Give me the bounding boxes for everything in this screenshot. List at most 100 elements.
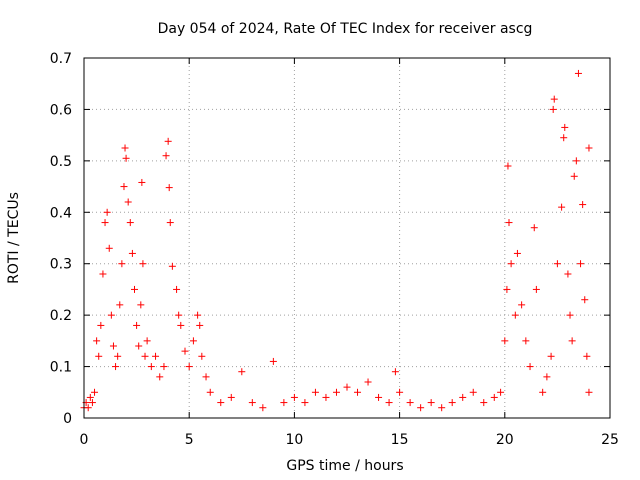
data-point (579, 201, 587, 209)
data-point (259, 404, 267, 412)
x-tick-label: 15 (391, 432, 409, 448)
data-point (103, 208, 111, 216)
data-point (194, 311, 202, 319)
data-point (114, 352, 122, 360)
data-point (577, 260, 585, 268)
data-point (128, 249, 136, 257)
data-point (459, 393, 467, 401)
x-tick-label: 25 (601, 432, 619, 448)
y-tick-label: 0.7 (50, 51, 72, 67)
data-point (198, 352, 206, 360)
data-point (165, 184, 173, 192)
data-point (280, 399, 288, 407)
data-point (564, 270, 572, 278)
data-point (116, 301, 124, 309)
data-points (80, 69, 593, 412)
data-point (501, 337, 509, 345)
data-point (503, 285, 511, 293)
data-point (185, 363, 193, 371)
data-point (162, 152, 170, 160)
data-point (143, 337, 151, 345)
data-point (93, 337, 101, 345)
data-point (196, 321, 204, 329)
data-point (385, 399, 393, 407)
data-point (91, 388, 99, 396)
data-point (585, 144, 593, 152)
data-point (141, 352, 149, 360)
chart-title: Day 054 of 2024, Rate Of TEC Index for r… (158, 21, 533, 37)
data-point (322, 393, 330, 401)
data-point (566, 311, 574, 319)
x-tick-label: 5 (185, 432, 194, 448)
y-tick-label: 0 (63, 411, 72, 427)
y-tick-label: 0.1 (50, 360, 72, 376)
data-point (518, 301, 526, 309)
data-point (95, 352, 103, 360)
data-point (121, 144, 129, 152)
x-tick-label: 0 (80, 432, 89, 448)
data-point (206, 388, 214, 396)
data-point (118, 260, 126, 268)
y-gridlines (84, 108, 610, 368)
data-point (490, 393, 498, 401)
data-point (269, 357, 277, 365)
data-point (543, 373, 551, 381)
data-point (173, 285, 181, 293)
data-point (507, 260, 515, 268)
y-tick-labels: 0 0.1 0.2 0.3 0.4 0.5 0.6 0.7 (50, 51, 72, 427)
data-point (558, 203, 566, 211)
data-point (166, 219, 174, 227)
y-axis-label: ROTI / TECUs (6, 192, 22, 284)
data-point (505, 219, 513, 227)
data-point (570, 172, 578, 180)
data-point (574, 69, 582, 77)
data-point (227, 393, 235, 401)
data-point (343, 383, 351, 391)
data-point (354, 388, 362, 396)
data-point (99, 270, 107, 278)
data-point (238, 368, 246, 376)
data-point (497, 388, 505, 396)
data-point (550, 95, 558, 103)
y-tick-label: 0.6 (50, 102, 72, 118)
data-point (168, 262, 176, 270)
data-point (177, 321, 185, 329)
data-point (152, 352, 160, 360)
data-point (511, 311, 519, 319)
data-point (189, 337, 197, 345)
data-point (583, 352, 591, 360)
data-point (396, 388, 404, 396)
data-point (585, 388, 593, 396)
x-gridlines (188, 58, 506, 418)
data-point (112, 363, 120, 371)
data-point (147, 363, 155, 371)
data-point (101, 219, 109, 227)
data-point (105, 244, 113, 252)
data-point (97, 321, 105, 329)
data-point (438, 404, 446, 412)
data-point (375, 393, 383, 401)
data-point (107, 311, 115, 319)
data-point (109, 342, 117, 350)
data-point (469, 388, 477, 396)
data-point (406, 399, 414, 407)
data-point (572, 157, 580, 165)
data-point (202, 373, 210, 381)
data-point (290, 393, 298, 401)
y-tick-label: 0.5 (50, 154, 72, 170)
y-tick-label: 0.4 (50, 205, 72, 221)
data-point (124, 198, 132, 206)
data-point (581, 296, 589, 304)
y-tick-label: 0.3 (50, 257, 72, 273)
y-tick-label: 0.2 (50, 308, 72, 324)
data-point (175, 311, 183, 319)
data-point (532, 285, 540, 293)
data-point (568, 337, 576, 345)
data-point (332, 388, 340, 396)
data-point (130, 285, 138, 293)
data-point (311, 388, 319, 396)
data-point (160, 363, 168, 371)
data-point (86, 393, 94, 401)
data-point (480, 399, 488, 407)
data-point (364, 378, 372, 386)
